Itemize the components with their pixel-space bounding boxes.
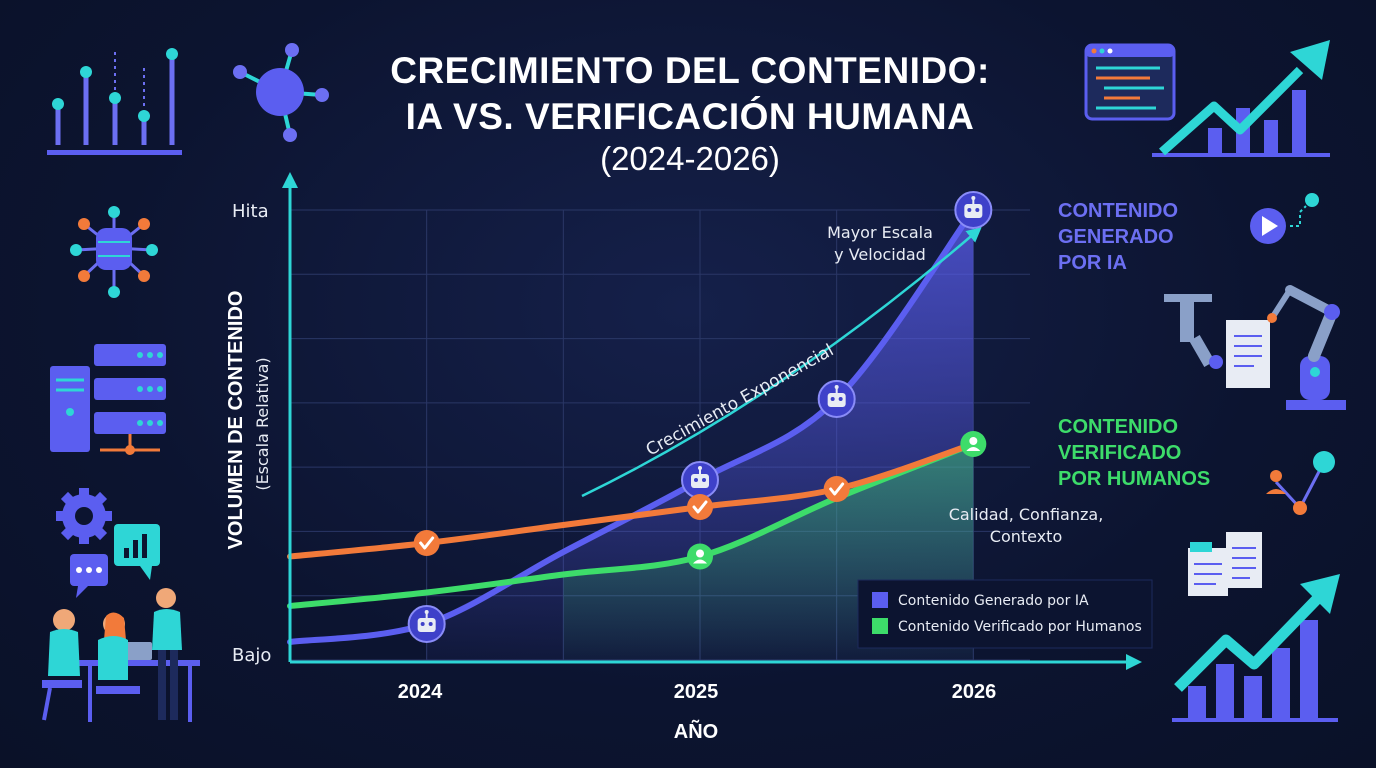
human-series-label-2: VERIFICADO [1058, 442, 1181, 464]
y-axis-arrow [282, 172, 298, 188]
x-tick-2024: 2024 [398, 681, 443, 703]
human-series-label-1: CONTENIDO [1058, 416, 1178, 438]
ai-series-label-1: CONTENIDO [1058, 200, 1178, 222]
ai-series-label-2: GENERADO [1058, 226, 1174, 248]
check-icon [687, 494, 713, 520]
human-series-line [287, 441, 977, 609]
legend-item-human: Contenido Verificado por Humanos [898, 619, 1142, 635]
server-rack-icon [50, 344, 166, 455]
y-axis-label: VOLUMEN DE CONTENIDO [225, 291, 247, 550]
play-button-icon [1250, 193, 1319, 244]
bar-chart-deco-icon [47, 48, 182, 155]
chart-subtitle: (2024-2026) [600, 140, 780, 177]
ai-series-label-3: POR IA [1058, 252, 1127, 274]
y-tick-low: Bajo [232, 645, 271, 666]
check-icon [823, 476, 850, 502]
y-tick-high: Hita [232, 201, 269, 222]
x-axis-label: AÑO [674, 720, 718, 743]
growth-bars-icon [1152, 40, 1330, 157]
x-tick-2025: 2025 [674, 681, 719, 703]
chart-title: CRECIMIENTO DEL CONTENIDO: IA VS. VERIFI… [300, 48, 1080, 140]
person-icon [960, 431, 987, 457]
documents-icon [1188, 532, 1262, 596]
code-window-icon [1084, 43, 1176, 121]
y-axis-sublabel: (Escala Relativa) [253, 357, 272, 490]
chat-analytics-icon [70, 524, 160, 598]
team-working-icon [42, 588, 200, 722]
human-series-label-3: POR HUMANOS [1058, 468, 1210, 490]
check-icon [413, 530, 440, 556]
scale-annotation-line1: Mayor Escala [827, 223, 933, 242]
robot-icon [407, 605, 446, 643]
network-node-icon [233, 43, 329, 142]
growth-chart-bottom-icon [1172, 574, 1340, 722]
robot-icon [681, 461, 719, 499]
legend-swatch-human [872, 618, 888, 634]
exponential-growth-arrow [581, 227, 982, 498]
quality-annotation-line1: Calidad, Confianza, [949, 505, 1104, 524]
legend-swatch-ai [872, 592, 888, 608]
orange-series-line [287, 441, 977, 560]
chart-markers [407, 191, 993, 643]
axes [282, 172, 1142, 670]
legend-box [857, 579, 1153, 649]
user-network-icon [1266, 451, 1335, 515]
title-line-2: IA VS. VERIFICACIÓN HUMANA [405, 96, 975, 137]
scale-annotation-line2: y Velocidad [834, 245, 926, 264]
person-icon [687, 543, 713, 570]
database-hub-icon [70, 206, 158, 298]
robot-icon [954, 191, 993, 229]
legend-item-ai: Contenido Generado por IA [898, 593, 1089, 609]
x-tick-2026: 2026 [952, 681, 997, 703]
gear-icon [56, 488, 112, 544]
x-axis-arrow [1126, 654, 1142, 670]
legend: Contenido Generado por IA Contenido Veri… [857, 579, 1153, 649]
robot-arm-icon [1164, 285, 1346, 410]
quality-annotation-line2: Contexto [990, 527, 1062, 546]
robot-icon [817, 380, 856, 418]
title-line-1: CRECIMIENTO DEL CONTENIDO: [390, 50, 990, 91]
